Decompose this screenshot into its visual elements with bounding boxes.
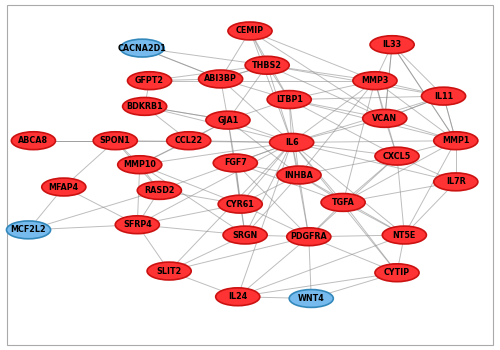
Ellipse shape bbox=[434, 132, 478, 149]
Text: RASD2: RASD2 bbox=[144, 186, 174, 195]
Ellipse shape bbox=[12, 132, 56, 149]
Text: BDKRB1: BDKRB1 bbox=[126, 102, 163, 111]
Ellipse shape bbox=[434, 173, 478, 191]
Ellipse shape bbox=[216, 288, 260, 306]
Ellipse shape bbox=[375, 147, 419, 165]
Text: CXCL5: CXCL5 bbox=[383, 152, 411, 161]
Ellipse shape bbox=[223, 226, 267, 244]
Ellipse shape bbox=[166, 132, 211, 149]
Ellipse shape bbox=[198, 70, 242, 88]
Text: MFAP4: MFAP4 bbox=[48, 182, 79, 191]
Ellipse shape bbox=[213, 154, 258, 172]
Ellipse shape bbox=[147, 262, 191, 280]
Text: VCAN: VCAN bbox=[372, 114, 398, 123]
Ellipse shape bbox=[218, 195, 262, 213]
Ellipse shape bbox=[6, 221, 51, 239]
Ellipse shape bbox=[122, 98, 166, 115]
Ellipse shape bbox=[245, 56, 289, 74]
Text: IL24: IL24 bbox=[228, 292, 248, 301]
Ellipse shape bbox=[289, 289, 334, 307]
Text: INHBA: INHBA bbox=[284, 170, 314, 180]
Text: IL7R: IL7R bbox=[446, 177, 466, 186]
Text: SPON1: SPON1 bbox=[100, 136, 130, 145]
Text: MMP1: MMP1 bbox=[442, 136, 469, 145]
Ellipse shape bbox=[206, 111, 250, 129]
Ellipse shape bbox=[118, 156, 162, 174]
Ellipse shape bbox=[120, 39, 164, 57]
Text: GJA1: GJA1 bbox=[218, 116, 238, 125]
Text: CYR61: CYR61 bbox=[226, 199, 254, 209]
Ellipse shape bbox=[93, 132, 138, 149]
Text: GFPT2: GFPT2 bbox=[135, 76, 164, 85]
Text: SLIT2: SLIT2 bbox=[156, 267, 182, 275]
Text: PDGFRA: PDGFRA bbox=[290, 232, 327, 241]
Text: IL11: IL11 bbox=[434, 92, 453, 100]
Ellipse shape bbox=[422, 87, 466, 105]
Ellipse shape bbox=[270, 133, 314, 151]
Text: SFRP4: SFRP4 bbox=[123, 220, 152, 229]
Text: TGFA: TGFA bbox=[332, 198, 354, 207]
Ellipse shape bbox=[267, 91, 311, 108]
Ellipse shape bbox=[362, 110, 407, 127]
Text: FGF7: FGF7 bbox=[224, 159, 246, 168]
Text: IL33: IL33 bbox=[382, 40, 402, 49]
Ellipse shape bbox=[370, 36, 414, 54]
Ellipse shape bbox=[382, 226, 426, 244]
Text: NT5E: NT5E bbox=[392, 231, 416, 239]
Text: CACNA2D1: CACNA2D1 bbox=[118, 44, 166, 52]
Ellipse shape bbox=[228, 22, 272, 40]
Text: MMP3: MMP3 bbox=[362, 76, 388, 85]
Text: MCF2L2: MCF2L2 bbox=[10, 225, 46, 234]
Ellipse shape bbox=[321, 194, 365, 211]
Text: ABI3BP: ABI3BP bbox=[204, 75, 237, 83]
Ellipse shape bbox=[375, 264, 419, 282]
Text: SRGN: SRGN bbox=[232, 231, 258, 239]
Text: IL6: IL6 bbox=[285, 138, 298, 147]
Text: ABCA8: ABCA8 bbox=[18, 136, 48, 145]
Text: CCL22: CCL22 bbox=[174, 136, 203, 145]
Text: WNT4: WNT4 bbox=[298, 294, 324, 303]
Text: THBS2: THBS2 bbox=[252, 61, 282, 70]
Ellipse shape bbox=[128, 72, 172, 90]
Ellipse shape bbox=[42, 178, 86, 196]
Ellipse shape bbox=[138, 182, 182, 199]
Text: CYTIP: CYTIP bbox=[384, 268, 410, 277]
Ellipse shape bbox=[287, 228, 331, 246]
Ellipse shape bbox=[277, 166, 321, 184]
Text: LTBP1: LTBP1 bbox=[276, 95, 302, 104]
Text: MMP10: MMP10 bbox=[124, 160, 156, 169]
Text: CEMIP: CEMIP bbox=[236, 27, 264, 35]
Ellipse shape bbox=[116, 216, 160, 234]
Ellipse shape bbox=[353, 72, 397, 90]
